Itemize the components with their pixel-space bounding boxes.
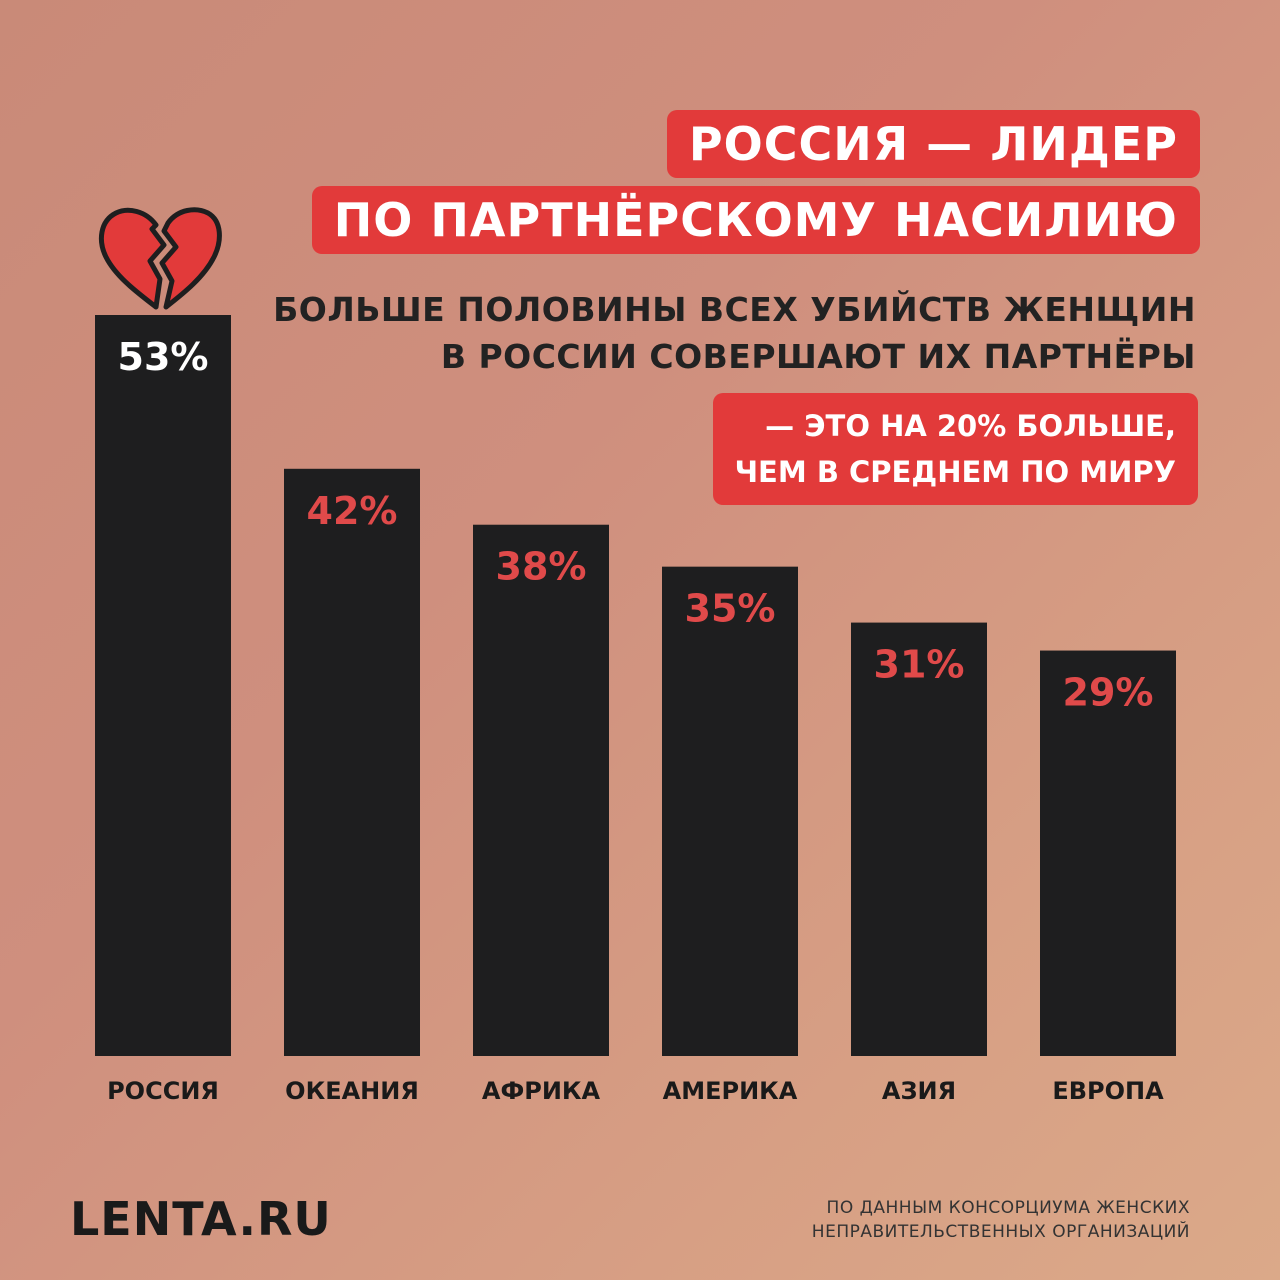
category-label-0: РОССИЯ xyxy=(107,1077,219,1105)
value-label-2: 38% xyxy=(496,545,587,589)
title-block: РОССИЯ — ЛИДЕР ПО ПАРТНЁРСКОМУ НАСИЛИЮ xyxy=(311,110,1200,254)
highlight-box: — ЭТО НА 20% БОЛЬШЕ, ЧЕМ В СРЕДНЕМ ПО МИ… xyxy=(712,393,1198,505)
value-label-1: 42% xyxy=(307,489,398,533)
source-note: ПО ДАННЫМ КОНСОРЦИУМА ЖЕНСКИХ НЕПРАВИТЕЛ… xyxy=(812,1196,1190,1244)
bar-2 xyxy=(473,524,609,1056)
value-label-0: 53% xyxy=(118,335,209,379)
category-label-4: АЗИЯ xyxy=(882,1077,956,1105)
lenta-logo: LENTA.RU xyxy=(70,1192,332,1246)
value-label-5: 29% xyxy=(1063,671,1154,715)
bar-0 xyxy=(95,315,231,1056)
subtitle-line-2: В РОССИИ СОВЕРШАЮТ ИХ ПАРТНЁРЫ xyxy=(440,337,1196,376)
value-label-4: 31% xyxy=(874,643,965,687)
bar-4 xyxy=(851,622,987,1056)
title-line-2: ПО ПАРТНЁРСКОМУ НАСИЛИЮ xyxy=(311,186,1200,254)
category-label-3: АМЕРИКА xyxy=(663,1077,798,1105)
title-line-1: РОССИЯ — ЛИДЕР xyxy=(666,110,1200,178)
highlight-line-1: — ЭТО НА 20% БОЛЬШЕ, xyxy=(765,409,1176,443)
category-label-1: ОКЕАНИЯ xyxy=(285,1077,419,1105)
highlight-line-2: ЧЕМ В СРЕДНЕМ ПО МИРУ xyxy=(734,455,1176,489)
subtitle: БОЛЬШЕ ПОЛОВИНЫ ВСЕХ УБИЙСТВ ЖЕНЩИН В РО… xyxy=(273,286,1196,380)
value-label-3: 35% xyxy=(685,587,776,631)
bar-5 xyxy=(1040,650,1176,1056)
category-label-5: ЕВРОПА xyxy=(1052,1077,1164,1105)
source-line-1: ПО ДАННЫМ КОНСОРЦИУМА ЖЕНСКИХ xyxy=(826,1198,1190,1218)
bar-3 xyxy=(662,566,798,1056)
bar-1 xyxy=(284,468,420,1056)
source-line-2: НЕПРАВИТЕЛЬСТВЕННЫХ ОРГАНИЗАЦИЙ xyxy=(811,1222,1190,1242)
subtitle-line-1: БОЛЬШЕ ПОЛОВИНЫ ВСЕХ УБИЙСТВ ЖЕНЩИН xyxy=(273,290,1196,329)
category-label-2: АФРИКА xyxy=(482,1077,601,1105)
broken-heart-icon xyxy=(98,207,222,310)
